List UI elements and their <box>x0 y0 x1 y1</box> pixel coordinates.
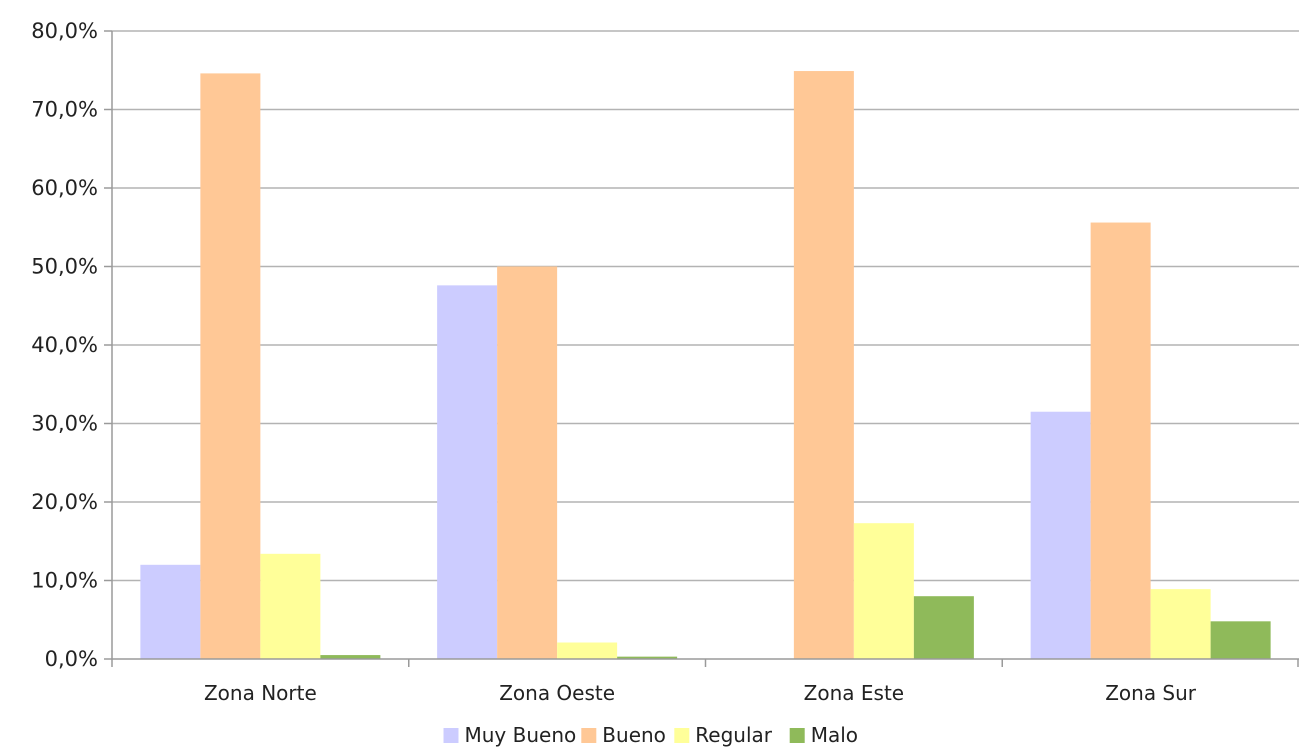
legend-swatch-muy-bueno <box>443 728 459 743</box>
bar-regular-zona-este <box>853 523 914 659</box>
bar-malo-zona-este <box>913 596 974 659</box>
y-tick-label: 80,0% <box>31 19 98 43</box>
axes <box>111 31 1299 667</box>
y-tick-label: 40,0% <box>31 333 98 357</box>
y-tick-label: 70,0% <box>31 98 98 122</box>
bar-regular-zona-oeste <box>557 642 618 659</box>
bar-regular-zona-sur <box>1150 589 1211 659</box>
bar-muy-bueno-zona-oeste <box>437 285 498 659</box>
gridlines <box>112 30 1299 582</box>
bar-muy-bueno-zona-sur <box>1030 411 1091 659</box>
bar-malo-zona-sur <box>1210 621 1271 659</box>
legend-label-bueno: Bueno <box>602 723 666 747</box>
y-tick-label: 30,0% <box>31 412 98 436</box>
y-tick-label: 10,0% <box>31 569 98 593</box>
y-tick-label: 0,0% <box>45 647 98 671</box>
bar-muy-bueno-zona-norte <box>140 564 201 659</box>
legend-label-regular: Regular <box>695 723 772 747</box>
legend-label-muy-bueno: Muy Bueno <box>465 723 577 747</box>
bar-bueno-zona-este <box>793 71 854 659</box>
bars <box>140 71 1271 660</box>
legend: Muy Bueno Bueno Regular Malo <box>443 723 858 747</box>
bar-regular-zona-norte <box>260 553 321 659</box>
legend-swatch-malo <box>789 728 805 743</box>
legend-swatch-regular <box>674 728 690 743</box>
bar-malo-zona-norte <box>320 655 381 659</box>
x-tick-label: Zona Norte <box>204 681 317 705</box>
bar-bueno-zona-oeste <box>497 266 558 659</box>
bar-bueno-zona-sur <box>1090 222 1151 660</box>
bar-malo-zona-oeste <box>617 656 678 659</box>
legend-label-malo: Malo <box>811 723 858 747</box>
y-axis-ticks: 0,0% 10,0% 20,0% 30,0% 40,0% 50,0% 60,0% 70,0% 8… <box>31 19 112 671</box>
y-tick-label: 50,0% <box>31 255 98 279</box>
bar-bueno-zona-norte <box>200 73 261 659</box>
legend-swatch-bueno <box>581 728 597 743</box>
y-tick-label: 20,0% <box>31 490 98 514</box>
x-tick-label: Zona Este <box>804 681 904 705</box>
x-axis-labels: Zona Norte Zona Oeste Zona Este Zona Sur <box>204 681 1197 705</box>
x-tick-label: Zona Oeste <box>499 681 615 705</box>
y-tick-label: 60,0% <box>31 176 98 200</box>
x-tick-label: Zona Sur <box>1105 681 1197 705</box>
